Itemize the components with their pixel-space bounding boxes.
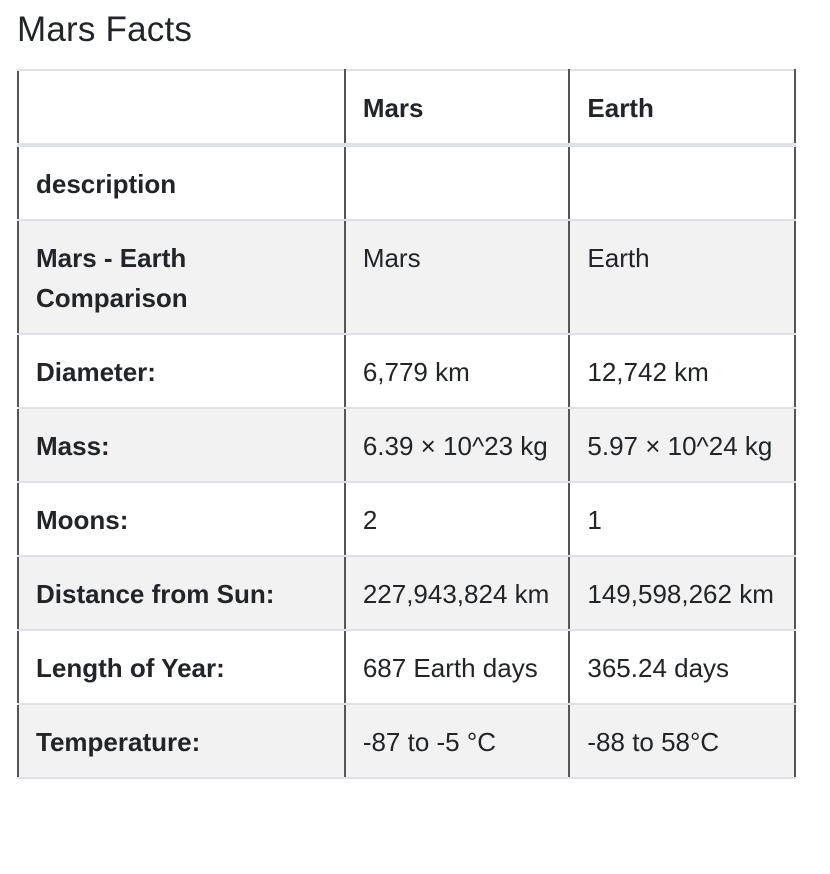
- table-row: Length of Year: 687 Earth days 365.24 da…: [17, 629, 796, 705]
- row-label: Length of Year:: [17, 629, 346, 705]
- header-cell-earth: Earth: [568, 69, 796, 147]
- empty-cell: [343, 144, 571, 221]
- earth-value: 149,598,262 km: [568, 555, 796, 631]
- earth-value: Earth: [568, 219, 796, 335]
- earth-value: 12,742 km: [568, 333, 796, 409]
- table-row: Diameter: 6,779 km 12,742 km: [17, 333, 796, 409]
- mars-value: -87 to -5 °C: [343, 703, 571, 779]
- earth-value: -88 to 58°C: [568, 703, 796, 779]
- page: Mars Facts Mars Earth description Mars -…: [17, 10, 796, 779]
- empty-cell: [568, 144, 796, 221]
- facts-table: Mars Earth description Mars - Earth Comp…: [17, 69, 796, 779]
- table-header: Mars Earth: [17, 69, 796, 147]
- index-label: description: [17, 144, 346, 221]
- table-row: Temperature: -87 to -5 °C -88 to 58°C: [17, 703, 796, 779]
- mars-value: 6.39 × 10^23 kg: [343, 407, 571, 483]
- earth-value: 5.97 × 10^24 kg: [568, 407, 796, 483]
- mars-value: 227,943,824 km: [343, 555, 571, 631]
- table-row: Moons: 2 1: [17, 481, 796, 557]
- table-row: Mass: 6.39 × 10^23 kg 5.97 × 10^24 kg: [17, 407, 796, 483]
- earth-value: 1: [568, 481, 796, 557]
- header-cell-blank: [17, 69, 346, 147]
- page-title: Mars Facts: [17, 10, 193, 49]
- mars-value: 687 Earth days: [343, 629, 571, 705]
- row-label: Mass:: [17, 407, 346, 483]
- table-row: Mars - Earth Comparison Mars Earth: [17, 219, 796, 335]
- mars-value: 6,779 km: [343, 333, 571, 409]
- header-cell-mars: Mars: [343, 69, 571, 147]
- table-row: Distance from Sun: 227,943,824 km 149,59…: [17, 555, 796, 631]
- row-label: Temperature:: [17, 703, 346, 779]
- mars-value: 2: [343, 481, 571, 557]
- mars-value: Mars: [343, 219, 571, 335]
- index-label-row: description: [17, 144, 796, 221]
- table-body: description Mars - Earth Comparison Mars…: [17, 144, 796, 779]
- row-label: Diameter:: [17, 333, 346, 409]
- earth-value: 365.24 days: [568, 629, 796, 705]
- row-label: Distance from Sun:: [17, 555, 346, 631]
- row-label: Moons:: [17, 481, 346, 557]
- row-label: Mars - Earth Comparison: [17, 219, 346, 335]
- header-row: Mars Earth: [17, 69, 796, 147]
